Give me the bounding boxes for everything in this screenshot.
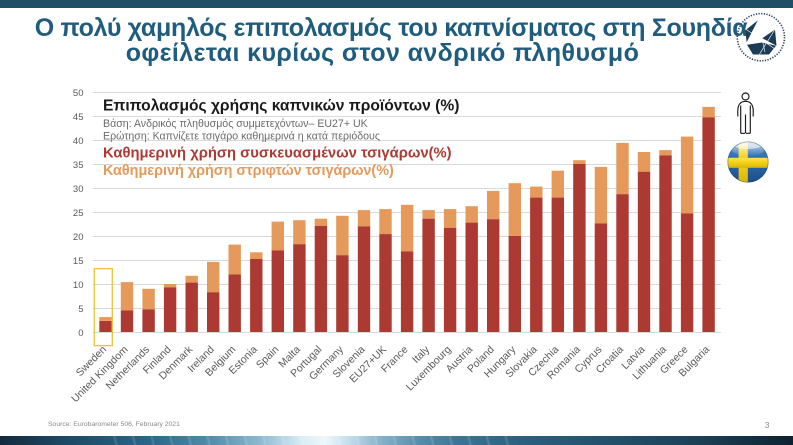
svg-text:5: 5	[78, 304, 83, 315]
svg-text:30: 30	[73, 184, 84, 195]
svg-text:Επιπολασμός χρήσης καπνικών πρ: Επιπολασμός χρήσης καπνικών προϊόντων (%…	[103, 98, 459, 115]
svg-text:Spain: Spain	[254, 344, 282, 372]
svg-text:Ερώτηση: Καπνίζετε τσιγάρο καθ: Ερώτηση: Καπνίζετε τσιγάρο καθημερινά η …	[103, 131, 380, 143]
svg-text:40: 40	[73, 136, 84, 147]
svg-text:15: 15	[73, 256, 84, 267]
svg-text:Καθημερινή χρήση συσκευασμένων: Καθημερινή χρήση συσκευασμένων τσιγάρων(…	[103, 146, 452, 162]
svg-text:50: 50	[73, 88, 84, 99]
svg-text:0: 0	[78, 328, 83, 339]
svg-text:Καθημερινή χρήση στριφτών τσιγ: Καθημερινή χρήση στριφτών τσιγάρων(%)	[103, 163, 394, 179]
svg-text:45: 45	[73, 112, 84, 123]
svg-text:10: 10	[73, 280, 84, 291]
svg-text:25: 25	[73, 208, 84, 219]
svg-text:35: 35	[73, 160, 84, 171]
svg-text:20: 20	[73, 232, 84, 243]
svg-text:Βάση: Ανδρικός πληθυσμός συμμε: Βάση: Ανδρικός πληθυσμός συμμετεχόντων– …	[103, 118, 368, 130]
